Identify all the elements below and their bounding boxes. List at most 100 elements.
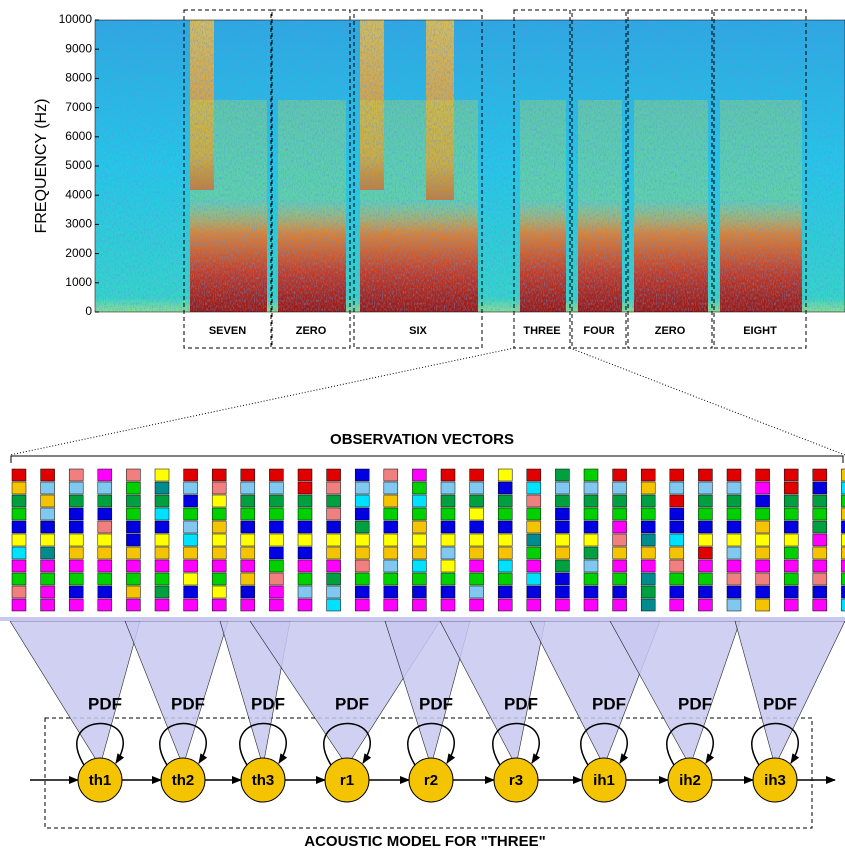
vector-cell <box>440 468 456 482</box>
y-tick-label: 8000 <box>65 71 92 85</box>
vector-cell <box>240 468 256 482</box>
state-label: th3 <box>252 772 275 789</box>
vector-cell <box>354 585 370 599</box>
vector-cell <box>469 494 484 508</box>
vector-cell <box>126 598 141 612</box>
vector-cell <box>97 572 113 586</box>
vector-cell <box>183 481 198 495</box>
vector-cell <box>526 468 542 482</box>
state-label: th1 <box>89 772 112 789</box>
vector-cell <box>440 520 456 534</box>
vector-cell <box>526 572 542 586</box>
vector-cell <box>440 494 456 508</box>
vector-cell <box>555 546 570 560</box>
vector-cell <box>40 585 55 599</box>
vector-cell <box>354 533 370 547</box>
vector-cell <box>183 507 198 521</box>
vector-cell <box>68 494 84 508</box>
vector-cell <box>11 468 27 482</box>
observation-label: OBSERVATION VECTORS <box>330 431 514 448</box>
vector-cell <box>526 559 542 573</box>
vector-cell <box>783 598 799 612</box>
vector-cell <box>154 468 170 482</box>
vector-cell <box>154 572 170 586</box>
state-node <box>667 757 713 803</box>
vector-cell <box>354 572 370 586</box>
vector-cell <box>412 481 427 495</box>
self-loop <box>492 722 541 766</box>
bracket <box>10 455 844 463</box>
word-box <box>353 9 483 349</box>
vector-cell <box>440 585 456 599</box>
vector-cell <box>526 546 542 560</box>
state-label: r1 <box>340 772 354 789</box>
vector-cell <box>383 572 399 586</box>
vector-cell <box>240 572 256 586</box>
vector-cell <box>612 507 627 521</box>
vector-cell <box>755 481 770 495</box>
vector-cell <box>97 598 113 612</box>
vector-cell <box>726 468 742 482</box>
vector-cell <box>183 559 198 573</box>
vector-cell <box>783 533 799 547</box>
vector-cell <box>326 559 341 573</box>
vector-cell <box>469 598 484 612</box>
vector-cell <box>11 494 27 508</box>
vector-cell <box>755 585 770 599</box>
vector-cell <box>68 559 84 573</box>
vector-cell <box>612 494 627 508</box>
vector-cell <box>126 507 141 521</box>
vector-cell <box>240 598 256 612</box>
vector-cell <box>812 468 828 482</box>
word-box <box>513 9 571 349</box>
vector-cell <box>297 585 313 599</box>
pdf-label: PDF <box>763 694 797 713</box>
vector-cell <box>640 507 656 521</box>
vector-cell <box>183 598 198 612</box>
vector-cell <box>354 598 370 612</box>
vector-cell <box>412 572 427 586</box>
vector-cell <box>726 520 742 534</box>
vector-cell <box>726 585 742 599</box>
vector-cell <box>755 598 770 612</box>
vector-cell <box>154 520 170 534</box>
vector-cell <box>583 546 599 560</box>
vector-cell <box>154 507 170 521</box>
self-loop <box>751 722 800 766</box>
vector-cell <box>297 494 313 508</box>
vector-cell <box>297 520 313 534</box>
vector-cell <box>555 520 570 534</box>
state-node <box>581 757 627 803</box>
vector-cell <box>612 520 627 534</box>
vector-cell <box>297 507 313 521</box>
vector-cell <box>154 559 170 573</box>
y-tick-label: 1000 <box>65 275 92 289</box>
vector-cell <box>412 494 427 508</box>
vector-cell <box>326 546 341 560</box>
vector-cell <box>326 481 341 495</box>
vector-cell <box>211 507 227 521</box>
vector-cell <box>354 481 370 495</box>
vector-cell <box>497 533 513 547</box>
pdf-label: PDF <box>504 694 538 713</box>
vector-cell <box>640 559 656 573</box>
vector-cell <box>154 585 170 599</box>
vector-cell <box>97 520 113 534</box>
vector-cell <box>583 598 599 612</box>
vector-cell <box>68 468 84 482</box>
vector-cell <box>755 520 770 534</box>
vector-cell <box>640 585 656 599</box>
vector-cell <box>783 520 799 534</box>
vector-cell <box>40 468 55 482</box>
vector-cell <box>583 494 599 508</box>
vector-cell <box>68 572 84 586</box>
zoom-line <box>569 347 845 456</box>
vector-cell <box>40 481 55 495</box>
vector-cell <box>126 533 141 547</box>
state-label: ih2 <box>679 772 701 789</box>
vector-cell <box>583 585 599 599</box>
vector-cell <box>497 572 513 586</box>
vector-cell <box>269 585 284 599</box>
vector-cell <box>555 585 570 599</box>
